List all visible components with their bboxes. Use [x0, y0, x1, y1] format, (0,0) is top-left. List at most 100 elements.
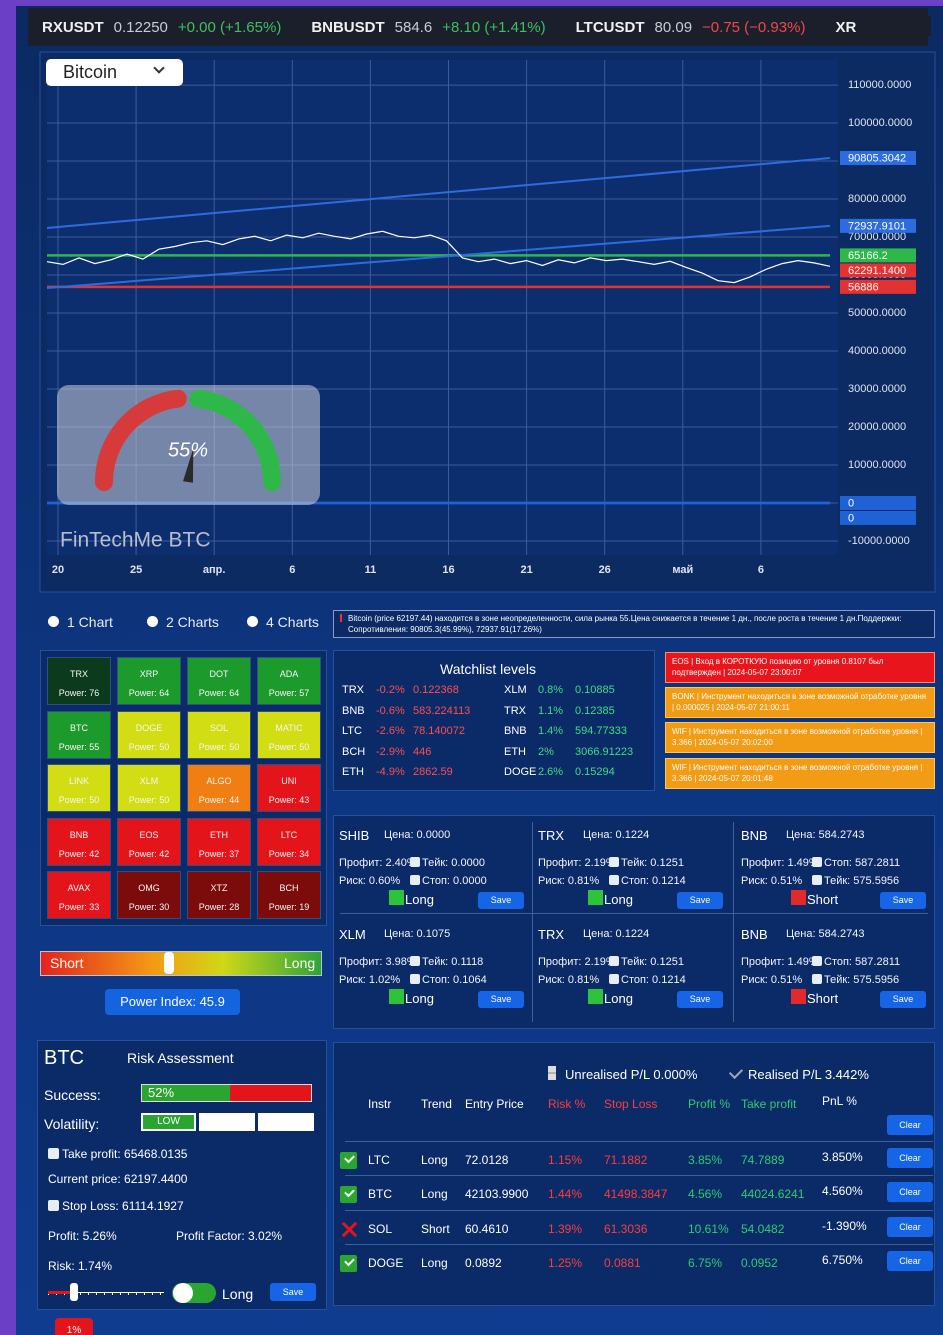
cell: Short [421, 1222, 450, 1236]
power-tile: XLM Power: 50 [117, 764, 181, 812]
column-header: Risk % [548, 1097, 586, 1111]
tile-power: Power: 30 [128, 902, 170, 912]
notification-text: WIF | Инструмент находиться в зоне возмо… [672, 763, 923, 783]
watch-symbol: BNB [504, 725, 527, 737]
x-tick-label: 6 [289, 564, 295, 576]
x-tick-label: 11 [365, 564, 377, 576]
trade-symbol: BNB [741, 927, 768, 942]
clear-button[interactable]: Clear [887, 1115, 933, 1135]
price-tag [840, 279, 916, 294]
realised: Realised P/L 3.442% [748, 1067, 869, 1082]
notification[interactable]: WIF | Инструмент находиться в зоне возмо… [665, 722, 935, 753]
trade-price: Цена: 0.1224 [583, 928, 650, 940]
cell: 0.0952 [741, 1256, 778, 1270]
risk-title: Risk Assessment [127, 1050, 234, 1066]
clear-button[interactable]: Clear [887, 1251, 933, 1271]
y-tick-label: -10000.0000 [848, 535, 910, 547]
ticker-price: 584.6 [394, 18, 433, 36]
tile-power: Power: 33 [58, 902, 100, 912]
trade-profit: Профит: 2.19% [538, 857, 616, 869]
tile-power: Power: 50 [58, 795, 100, 805]
cell: 1.25% [548, 1256, 583, 1270]
symbol-select[interactable]: Bitcoin [46, 59, 183, 86]
notification[interactable]: WIF | Инструмент находиться в зоне возмо… [665, 758, 935, 789]
save-button[interactable]: Save [677, 991, 723, 1008]
price-tag-label: 90805.3042 [848, 152, 906, 164]
side-marker [389, 890, 404, 905]
watchlist-title: Watchlist levels [440, 661, 536, 677]
ticker-change: +0.00 (+1.65%) [177, 18, 282, 36]
clear-button[interactable]: Clear [887, 1148, 933, 1168]
ticker-item: BNBUSDT 584.6 +8.10 (+1.41%) [311, 19, 545, 36]
trade-risk: Риск: 0.81% [538, 974, 600, 986]
watch-change: 0.8% [538, 684, 564, 696]
cell: LTC [368, 1153, 390, 1167]
unrealised: Unrealised P/L 0.000% [565, 1067, 698, 1082]
radio[interactable] [147, 616, 158, 627]
side-marker [791, 890, 806, 905]
y-tick-label: 110000.0000 [848, 79, 911, 91]
save-button[interactable]: Save [270, 1283, 316, 1301]
x-tick-label: апр. [203, 564, 226, 576]
trade-side: Long [405, 892, 434, 907]
profit-factor: Profit Factor: 3.02% [176, 1229, 283, 1243]
tile-symbol: MATIC [275, 722, 303, 733]
notification[interactable]: BONK | Инструмент находиться в зоне возм… [665, 687, 935, 718]
price-tag-label: 62291.1400 [848, 265, 906, 277]
trade-price: Цена: 584.2743 [786, 928, 865, 940]
trade-risk: Риск: 0.51% [741, 875, 803, 887]
radio[interactable] [247, 616, 258, 627]
cell: 6.750% [822, 1253, 863, 1267]
tile-symbol: BTC [70, 722, 88, 733]
notification[interactable]: EOS | Вход в КОРОТКУЮ позицию от уровня … [665, 652, 935, 683]
save-button[interactable]: Save [478, 991, 524, 1008]
positions-panel [333, 1042, 935, 1306]
clear-button[interactable]: Clear [887, 1217, 933, 1237]
price-tag [840, 150, 916, 165]
icon [812, 857, 822, 867]
risk-track-low [48, 1291, 72, 1294]
cell: 74.7889 [741, 1153, 785, 1167]
tile-symbol: EOS [139, 829, 159, 840]
power-tile: MATIC Power: 50 [257, 710, 321, 759]
trade-profit: Профит: 3.98% [339, 956, 417, 968]
watch-change: -0.6% [376, 704, 405, 717]
column-header: Stop Loss [604, 1097, 658, 1111]
watch-price: 446 [413, 745, 432, 758]
radio[interactable] [48, 616, 59, 627]
power-tile: DOGE Power: 50 [117, 710, 181, 759]
price-tag-label: 0 [848, 512, 854, 524]
power-tile: BTC Power: 55 [47, 710, 111, 759]
cell: 41498.3847 [604, 1187, 668, 1201]
radio-label[interactable]: 4 Charts [266, 614, 319, 630]
trade-level2: Тейк: 575.5956 [824, 875, 900, 887]
risk-thumb[interactable] [70, 1283, 78, 1301]
cell: 54.0482 [741, 1222, 785, 1236]
ticker-symbol: XR [835, 18, 857, 36]
watch-change: -0.2% [376, 684, 405, 696]
save-button[interactable]: Save [880, 892, 926, 909]
trade-level2: Стоп: 0.1214 [621, 875, 686, 887]
notification-text: WIF | Инструмент находиться в зоне возмо… [672, 727, 923, 747]
ticker-symbol: LTCUSDT [575, 18, 645, 36]
trend-line [46, 224, 831, 290]
save-button[interactable]: Save [880, 991, 926, 1008]
watch-symbol: ETH [504, 745, 526, 758]
watch-price: 594.77333 [575, 725, 627, 737]
clear-button[interactable]: Clear [887, 1182, 933, 1202]
ticker-bar: RXUSDT 0.12250 +0.00 (+1.65%) BNBUSDT 584.6 +… [28, 8, 928, 46]
side-marker [588, 890, 603, 905]
save-button[interactable]: Save [677, 892, 723, 909]
power-tile: ETH Power: 37 [187, 817, 251, 866]
save-button[interactable]: Save [478, 892, 524, 909]
cell: 4.560% [822, 1184, 863, 1198]
radio-label[interactable]: 1 Chart [67, 614, 113, 630]
trade-level1: Тейк: 0.1251 [621, 857, 684, 869]
volatility-box: LOW [141, 1113, 196, 1131]
y-tick-label: 30000.0000 [848, 383, 906, 395]
row-divider [345, 1244, 933, 1245]
icon [609, 857, 619, 867]
icon [48, 1200, 59, 1211]
watch-symbol: TRX [342, 684, 364, 696]
radio-label[interactable]: 2 Charts [166, 614, 219, 630]
